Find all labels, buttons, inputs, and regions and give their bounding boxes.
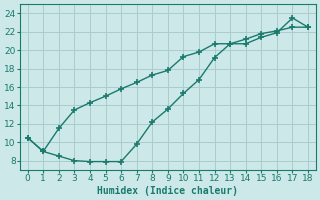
X-axis label: Humidex (Indice chaleur): Humidex (Indice chaleur) [97,186,238,196]
